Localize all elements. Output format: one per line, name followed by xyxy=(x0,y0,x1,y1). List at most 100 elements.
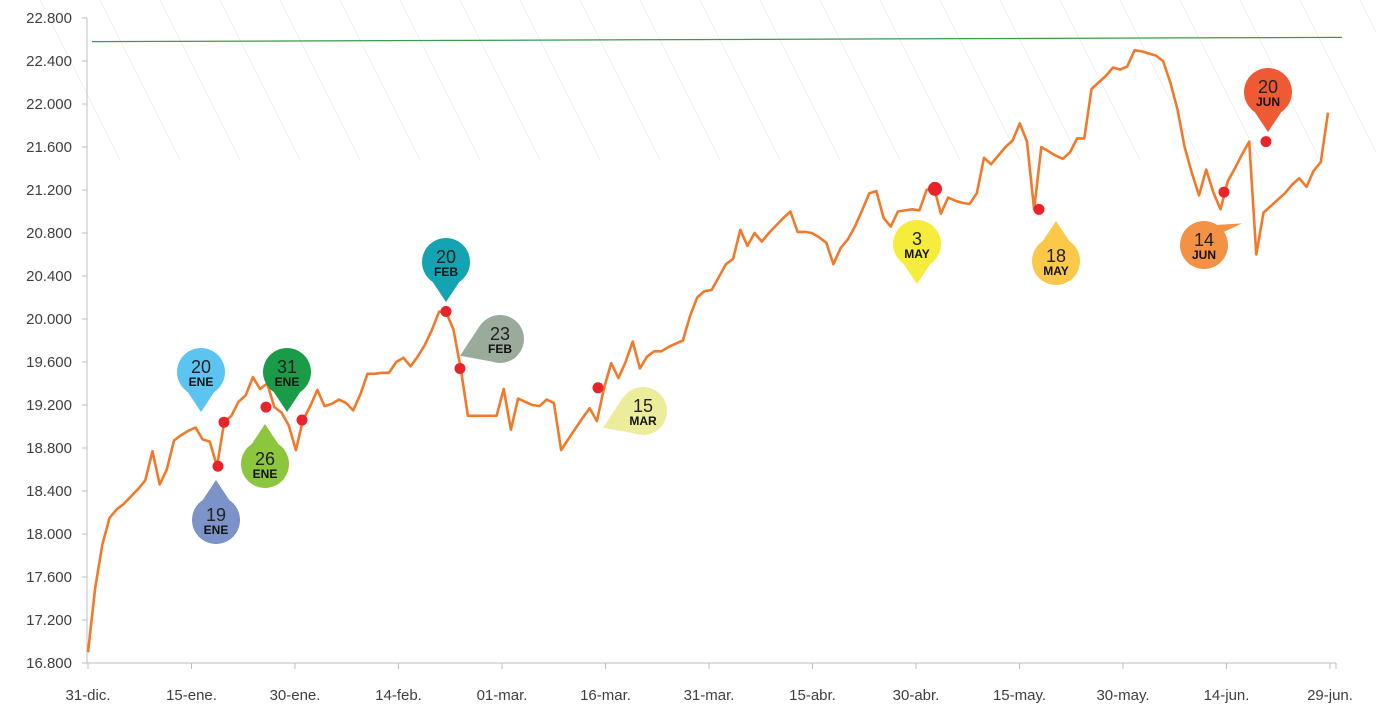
event-markers xyxy=(212,136,1272,472)
annotation-month: JUN xyxy=(1192,248,1216,262)
background-decoration-line xyxy=(99,0,181,161)
background-decoration-line xyxy=(279,0,361,161)
y-tick-label: 19.600 xyxy=(26,354,72,371)
y-tick-label: 18.800 xyxy=(26,440,72,457)
annotation-month: FEB xyxy=(488,342,512,356)
y-tick-label: 19.200 xyxy=(26,397,72,414)
x-tick-label: 29-jun. xyxy=(1307,687,1353,704)
background-decoration-line xyxy=(459,0,541,161)
annotation-month: MAY xyxy=(904,247,930,261)
annotation-pin-tip xyxy=(903,264,931,284)
annotation-pin-body xyxy=(1032,237,1080,285)
background-decoration-line xyxy=(399,0,481,161)
event-marker xyxy=(260,401,272,413)
x-tick-label: 01-mar. xyxy=(477,687,528,704)
annotation-pin-body xyxy=(422,238,470,286)
background-decoration-line xyxy=(819,0,901,161)
y-tick-label: 18.400 xyxy=(26,483,72,500)
y-tick-label: 17.200 xyxy=(26,612,72,629)
background-decoration-line xyxy=(1359,0,1376,34)
y-tick-label: 22.800 xyxy=(26,10,72,27)
x-tick-label: 14-feb. xyxy=(375,687,422,704)
x-tick-label: 16-mar. xyxy=(580,687,631,704)
background-decoration-line xyxy=(519,0,601,161)
x-tick-label: 31-mar. xyxy=(684,687,735,704)
annotation-day: 19 xyxy=(206,505,226,525)
event-marker xyxy=(212,460,224,472)
event-marker xyxy=(218,416,230,428)
annotation-month: JUN xyxy=(1256,95,1280,109)
annotation-pin-body xyxy=(1180,221,1228,269)
background-decoration-line xyxy=(339,0,421,161)
annotation-pin-tip xyxy=(202,480,230,500)
event-marker xyxy=(296,414,308,426)
y-tick-label: 21.600 xyxy=(26,139,72,156)
annotation-pin-tip xyxy=(1254,112,1282,132)
x-tick-label: 30-ene. xyxy=(270,687,321,704)
background-decoration-line xyxy=(579,0,661,161)
background-decoration-line xyxy=(939,0,1021,161)
annotation-day: 31 xyxy=(277,357,297,377)
annotation-month: ENE xyxy=(189,375,214,389)
axes: 16.800 17.200 17.600 18.000 18.400 18.800 19.2… xyxy=(26,10,1353,704)
background-decoration-line xyxy=(639,0,721,161)
reference-line xyxy=(91,36,1343,43)
annotation-pin-tip xyxy=(1217,223,1242,232)
annotation-pin-body xyxy=(177,348,225,396)
y-tick-label: 17.600 xyxy=(26,569,72,586)
background-decoration-line xyxy=(999,0,1081,161)
annotation-pin-body xyxy=(1244,68,1292,116)
annotation-pin-tip xyxy=(251,424,279,444)
y-tick-label: 16.800 xyxy=(26,655,72,672)
annotation-month: ENE xyxy=(275,375,300,389)
annotation-day: 26 xyxy=(255,449,275,469)
event-marker xyxy=(1218,186,1230,198)
annotation-day: 18 xyxy=(1046,246,1066,266)
annotation-day: 15 xyxy=(633,396,653,416)
event-marker xyxy=(1260,136,1272,148)
background-grid-decoration xyxy=(39,0,1376,161)
background-decoration-line xyxy=(699,0,781,161)
annotation-pin-tip xyxy=(1042,221,1070,241)
annotation-pin-tip xyxy=(273,392,301,412)
annotation-month: ENE xyxy=(253,467,278,481)
annotation-month: MAY xyxy=(1043,264,1069,278)
x-tick-label: 30-may. xyxy=(1096,687,1149,704)
y-tick-label: 22.400 xyxy=(26,53,72,70)
annotation-day: 23 xyxy=(490,324,510,344)
y-tick-label: 22.000 xyxy=(26,96,72,113)
series-line-layer xyxy=(86,49,1330,653)
annotation-day: 20 xyxy=(1258,77,1278,97)
x-tick-label: 31-dic. xyxy=(65,687,110,704)
annotation-month: FEB xyxy=(434,265,458,279)
y-tick-label: 20.000 xyxy=(26,311,72,328)
background-decoration-line xyxy=(1179,0,1261,161)
background-decoration-line xyxy=(39,0,121,161)
annotation-day: 20 xyxy=(436,247,456,267)
background-decoration-line xyxy=(159,0,241,161)
annotation-day: 14 xyxy=(1194,230,1214,250)
annotation-pin-body xyxy=(893,220,941,268)
series-line xyxy=(86,49,1330,653)
annotation-pin-body xyxy=(263,348,311,396)
annotation-pin-tip xyxy=(187,392,215,412)
annotation-month: ENE xyxy=(204,523,229,537)
annotation-pin-body xyxy=(619,387,667,435)
reference-line-layer xyxy=(91,36,1343,43)
x-tick-label: 15-abr. xyxy=(789,687,836,704)
x-tick-label: 15-may. xyxy=(993,687,1046,704)
annotation-month: MAR xyxy=(629,414,657,428)
y-tick-label: 18.000 xyxy=(26,526,72,543)
annotation-day: 3 xyxy=(912,229,922,249)
